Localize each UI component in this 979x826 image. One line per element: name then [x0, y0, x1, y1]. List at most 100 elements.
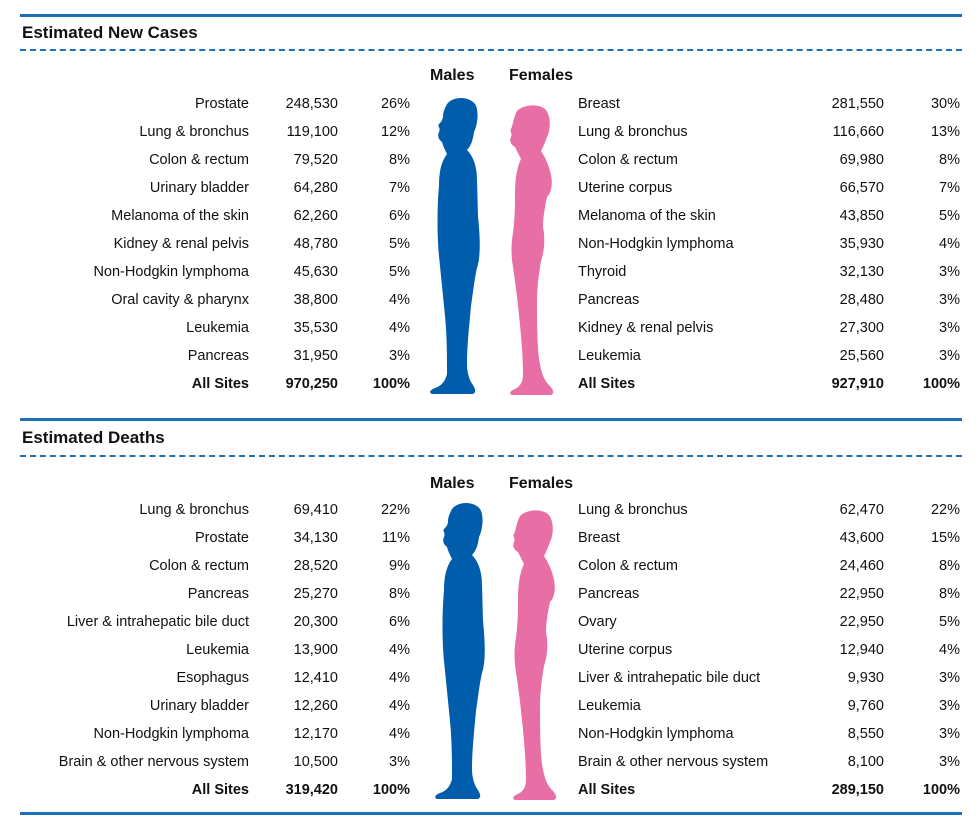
count-value: 32,130	[839, 264, 884, 280]
percent-value: 6%	[389, 208, 410, 224]
females-table-row: Brain & other nervous system 8,100 3%	[0, 748, 979, 776]
females-table-row: Non-Hodgkin lymphoma 35,930 4%	[0, 230, 979, 258]
site-label: All Sites	[191, 782, 249, 798]
males-table-row: Non-Hodgkin lymphoma 45,630 5%	[0, 258, 979, 286]
count-value: 69,980	[839, 152, 884, 168]
count-value: 34,130	[293, 530, 338, 546]
site-label: Liver & intrahepatic bile duct	[578, 670, 761, 686]
count-value: 25,270	[293, 586, 338, 602]
percent-value: 3%	[939, 670, 960, 686]
males-total-row: All Sites 970,250 100%	[0, 370, 979, 398]
percent-value: 100%	[372, 782, 410, 798]
site-label: Non-Hodgkin lymphoma	[578, 236, 734, 252]
percent-value: 100%	[372, 376, 410, 392]
males-table-row: Lung & bronchus 119,100 12%	[0, 118, 979, 146]
percent-value: 8%	[939, 152, 960, 168]
percent-value: 3%	[939, 292, 960, 308]
site-label: Prostate	[195, 96, 249, 112]
percent-value: 100%	[922, 782, 960, 798]
female-silhouette-icon	[513, 510, 557, 800]
count-value: 12,410	[293, 670, 338, 686]
percent-value: 8%	[939, 558, 960, 574]
section-dashed-divider	[20, 455, 962, 457]
site-label: All Sites	[578, 376, 636, 392]
count-value: 12,940	[839, 642, 884, 658]
site-label: Uterine corpus	[578, 642, 673, 658]
percent-value: 4%	[389, 320, 410, 336]
site-label: Breast	[578, 530, 620, 546]
percent-value: 3%	[939, 320, 960, 336]
percent-value: 15%	[930, 530, 960, 546]
females-table-row: Uterine corpus 12,940 4%	[0, 636, 979, 664]
percent-value: 8%	[939, 586, 960, 602]
count-value: 13,900	[293, 642, 338, 658]
males-table-row: Non-Hodgkin lymphoma 12,170 4%	[0, 720, 979, 748]
site-label: Kidney & renal pelvis	[113, 236, 249, 252]
males-label: Males	[430, 67, 475, 84]
females-total-row: All Sites 927,910 100%	[0, 370, 979, 398]
site-label: Colon & rectum	[149, 152, 249, 168]
percent-value: 9%	[389, 558, 410, 574]
females-table-row: Melanoma of the skin 43,850 5%	[0, 202, 979, 230]
site-label: Colon & rectum	[578, 558, 678, 574]
count-value: 116,660	[832, 124, 884, 140]
females-table-row: Non-Hodgkin lymphoma 8,550 3%	[0, 720, 979, 748]
site-label: Leukemia	[186, 320, 249, 336]
site-label: Pancreas	[578, 292, 640, 308]
count-value: 8,100	[847, 754, 884, 770]
percent-value: 3%	[939, 348, 960, 364]
males-table-row: Prostate 248,530 26%	[0, 90, 979, 118]
percent-value: 5%	[939, 208, 960, 224]
site-label: Oral cavity & pharynx	[111, 292, 249, 308]
male-silhouette-icon	[435, 503, 485, 799]
site-label: Kidney & renal pelvis	[578, 320, 714, 336]
site-label: Leukemia	[186, 642, 249, 658]
females-total-row: All Sites 289,150 100%	[0, 776, 979, 804]
percent-value: 3%	[939, 754, 960, 770]
section-dashed-divider	[20, 49, 962, 51]
percent-value: 5%	[389, 236, 410, 252]
males-table-row: Leukemia 35,530 4%	[0, 314, 979, 342]
females-table-row: Uterine corpus 66,570 7%	[0, 174, 979, 202]
count-value: 79,520	[293, 152, 338, 168]
percent-value: 22%	[380, 502, 410, 518]
count-value: 319,420	[285, 782, 338, 798]
females-table-row: Colon & rectum 69,980 8%	[0, 146, 979, 174]
percent-value: 6%	[389, 614, 410, 630]
males-table-row: Colon & rectum 28,520 9%	[0, 552, 979, 580]
site-label: Melanoma of the skin	[111, 208, 249, 224]
percent-value: 22%	[930, 502, 960, 518]
percent-value: 12%	[380, 124, 410, 140]
count-value: 28,520	[293, 558, 338, 574]
percent-value: 7%	[939, 180, 960, 196]
site-label: Liver & intrahepatic bile duct	[66, 614, 249, 630]
site-label: Leukemia	[578, 698, 641, 714]
site-label: Breast	[578, 96, 620, 112]
count-value: 27,300	[839, 320, 884, 336]
percent-value: 8%	[389, 152, 410, 168]
percent-value: 30%	[930, 96, 960, 112]
site-label: Pancreas	[578, 586, 640, 602]
males-table-row: Urinary bladder 12,260 4%	[0, 692, 979, 720]
site-label: Urinary bladder	[149, 180, 249, 196]
count-value: 22,950	[839, 614, 884, 630]
site-label: Prostate	[195, 530, 249, 546]
site-label: Pancreas	[187, 586, 249, 602]
count-value: 9,760	[847, 698, 884, 714]
males-total-row: All Sites 319,420 100%	[0, 776, 979, 804]
male-silhouette-icon	[430, 98, 480, 394]
percent-value: 4%	[389, 670, 410, 686]
count-value: 48,780	[293, 236, 338, 252]
count-value: 927,910	[831, 376, 884, 392]
count-value: 22,950	[839, 586, 884, 602]
count-value: 9,930	[847, 670, 884, 686]
count-value: 62,470	[839, 502, 884, 518]
males-table-row: Pancreas 25,270 8%	[0, 580, 979, 608]
site-label: Uterine corpus	[578, 180, 673, 196]
percent-value: 11%	[382, 530, 410, 546]
females-table-row: Lung & bronchus 62,470 22%	[0, 496, 979, 524]
percent-value: 5%	[939, 614, 960, 630]
count-value: 12,170	[293, 726, 338, 742]
site-label: Brain & other nervous system	[578, 754, 769, 770]
